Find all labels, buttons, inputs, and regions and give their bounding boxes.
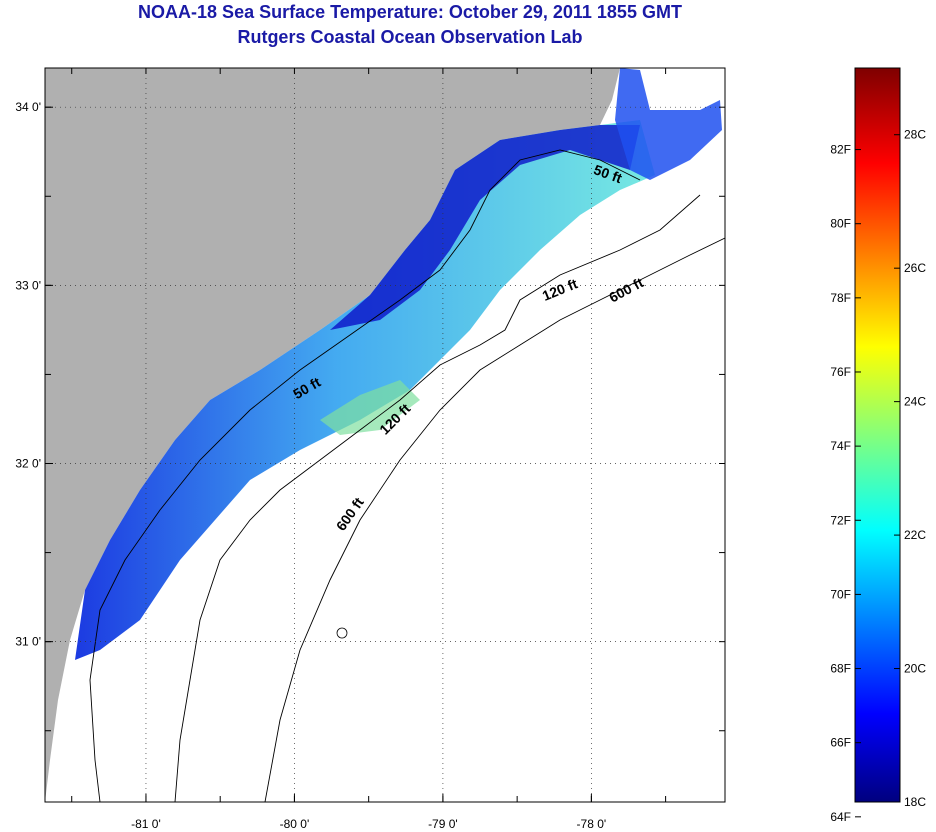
lat-tick-label: 34 0' <box>15 100 41 114</box>
colorbar-label-c: 28C <box>904 128 926 142</box>
sst-data-nearshore-dark <box>330 125 640 330</box>
isobath-600ft <box>264 237 725 802</box>
sst-data-swath <box>75 120 655 660</box>
map-title: NOAA-18 Sea Surface Temperature: October… <box>138 2 682 22</box>
colorbar-label-c: 20C <box>904 662 926 676</box>
colorbar-label-c: 22C <box>904 528 926 542</box>
lat-tick-label: 33 0' <box>15 278 41 292</box>
colorbar-label-f: 72F <box>830 513 851 527</box>
lon-tick-label: -81 0' <box>131 817 161 831</box>
colorbar-label-c: 26C <box>904 261 926 275</box>
lon-tick-label: -79 0' <box>428 817 458 831</box>
colorbar-label-f: 66F <box>830 736 851 750</box>
colorbar-label-f: 76F <box>830 365 851 379</box>
graticule <box>45 68 725 802</box>
lat-tick-label: 31 0' <box>15 635 41 649</box>
land-mass <box>45 68 620 802</box>
isobath-50ft <box>89 149 641 802</box>
lon-tick-label: -80 0' <box>280 817 310 831</box>
isobath-label: 600 ft <box>333 494 367 533</box>
isobath-label: 120 ft <box>540 275 580 304</box>
map-frame <box>44 67 726 803</box>
colorbar-label-f: 80F <box>830 217 851 231</box>
small-contour-ring <box>336 627 348 639</box>
colorbar-label-f: 64F <box>830 810 851 824</box>
sst-data-offshore-patch <box>320 380 420 435</box>
lat-tick-label: 32 0' <box>15 457 41 471</box>
isobath-label: 600 ft <box>606 274 646 305</box>
colorbar-label-f: 78F <box>830 291 851 305</box>
colorbar-label-f: 82F <box>830 143 851 157</box>
lon-tick-label: -78 0' <box>577 817 607 831</box>
colorbar-label-c: 24C <box>904 395 926 409</box>
colorbar-label-f: 70F <box>830 587 851 601</box>
colorbar-label-c: 18C <box>904 795 926 809</box>
colorbar-scale <box>854 67 901 803</box>
map-subtitle: Rutgers Coastal Ocean Observation Lab <box>237 27 583 47</box>
sst-data-north <box>615 68 722 180</box>
colorbar-label-f: 74F <box>830 439 851 453</box>
colorbar-label-f: 68F <box>830 662 851 676</box>
isobath-120ft <box>174 194 701 802</box>
